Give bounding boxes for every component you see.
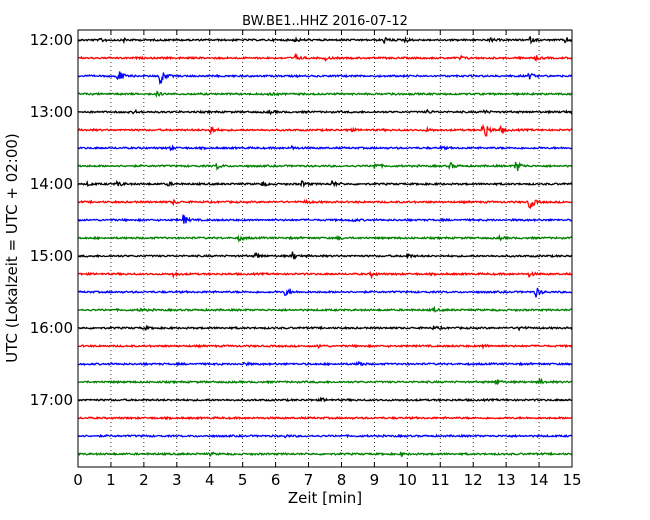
seismogram-traces bbox=[77, 35, 573, 459]
trace-line bbox=[77, 415, 573, 421]
plot-frame bbox=[77, 29, 573, 468]
trace-line bbox=[77, 123, 573, 137]
trace-line bbox=[77, 35, 573, 45]
trace-line bbox=[77, 396, 573, 403]
y-axis-ticks: 12:00 13:00 14:00 15:00 16:00 17:00 bbox=[30, 31, 572, 409]
x-tick-label: 0 bbox=[73, 471, 83, 489]
trace-line bbox=[77, 233, 573, 243]
x-tick-label: 11 bbox=[431, 471, 450, 489]
y-tick-label: 13:00 bbox=[30, 103, 73, 121]
trace-line bbox=[77, 71, 573, 86]
trace-line bbox=[77, 377, 573, 386]
x-tick-label: 14 bbox=[530, 471, 549, 489]
x-axis-label: Zeit [min] bbox=[288, 489, 362, 507]
trace-line bbox=[77, 433, 573, 439]
x-tick-label: 6 bbox=[271, 471, 281, 489]
y-tick-label: 17:00 bbox=[30, 391, 73, 409]
trace-line bbox=[77, 108, 573, 116]
trace-line bbox=[77, 179, 573, 189]
y-tick-label: 14:00 bbox=[30, 175, 73, 193]
x-tick-label: 15 bbox=[562, 471, 581, 489]
trace-line bbox=[77, 305, 573, 313]
y-axis-label: UTC (Lokalzeit = UTC + 02:00) bbox=[3, 133, 21, 363]
trace-line bbox=[77, 90, 573, 99]
y-tick-label: 15:00 bbox=[30, 247, 73, 265]
x-tick-label: 8 bbox=[337, 471, 347, 489]
x-tick-label: 12 bbox=[464, 471, 483, 489]
y-tick-label: 12:00 bbox=[30, 31, 73, 49]
x-axis-ticks: 0 1 2 3 4 5 6 7 8 9 10 11 12 13 14 15 bbox=[73, 30, 582, 489]
y-tick-label: 16:00 bbox=[30, 319, 73, 337]
x-tick-label: 13 bbox=[497, 471, 516, 489]
trace-line bbox=[77, 270, 573, 280]
x-tick-label: 1 bbox=[106, 471, 116, 489]
x-tick-label: 9 bbox=[370, 471, 380, 489]
trace-line bbox=[77, 52, 573, 63]
x-tick-label: 3 bbox=[172, 471, 182, 489]
x-tick-label: 2 bbox=[139, 471, 149, 489]
trace-line bbox=[77, 198, 573, 210]
trace-line bbox=[77, 161, 573, 172]
trace-line bbox=[77, 360, 573, 367]
x-tick-label: 10 bbox=[398, 471, 417, 489]
trace-line bbox=[77, 143, 573, 152]
trace-line bbox=[77, 324, 573, 332]
vertical-grid bbox=[110, 30, 540, 467]
trace-line bbox=[77, 287, 573, 298]
x-tick-label: 5 bbox=[238, 471, 248, 489]
trace-line bbox=[77, 251, 573, 260]
trace-line bbox=[77, 214, 573, 224]
x-tick-label: 4 bbox=[205, 471, 215, 489]
x-tick-label: 7 bbox=[304, 471, 314, 489]
chart-title: BW.BE1..HHZ 2016-07-12 bbox=[242, 14, 408, 29]
trace-line bbox=[77, 343, 573, 350]
trace-line bbox=[77, 451, 573, 459]
